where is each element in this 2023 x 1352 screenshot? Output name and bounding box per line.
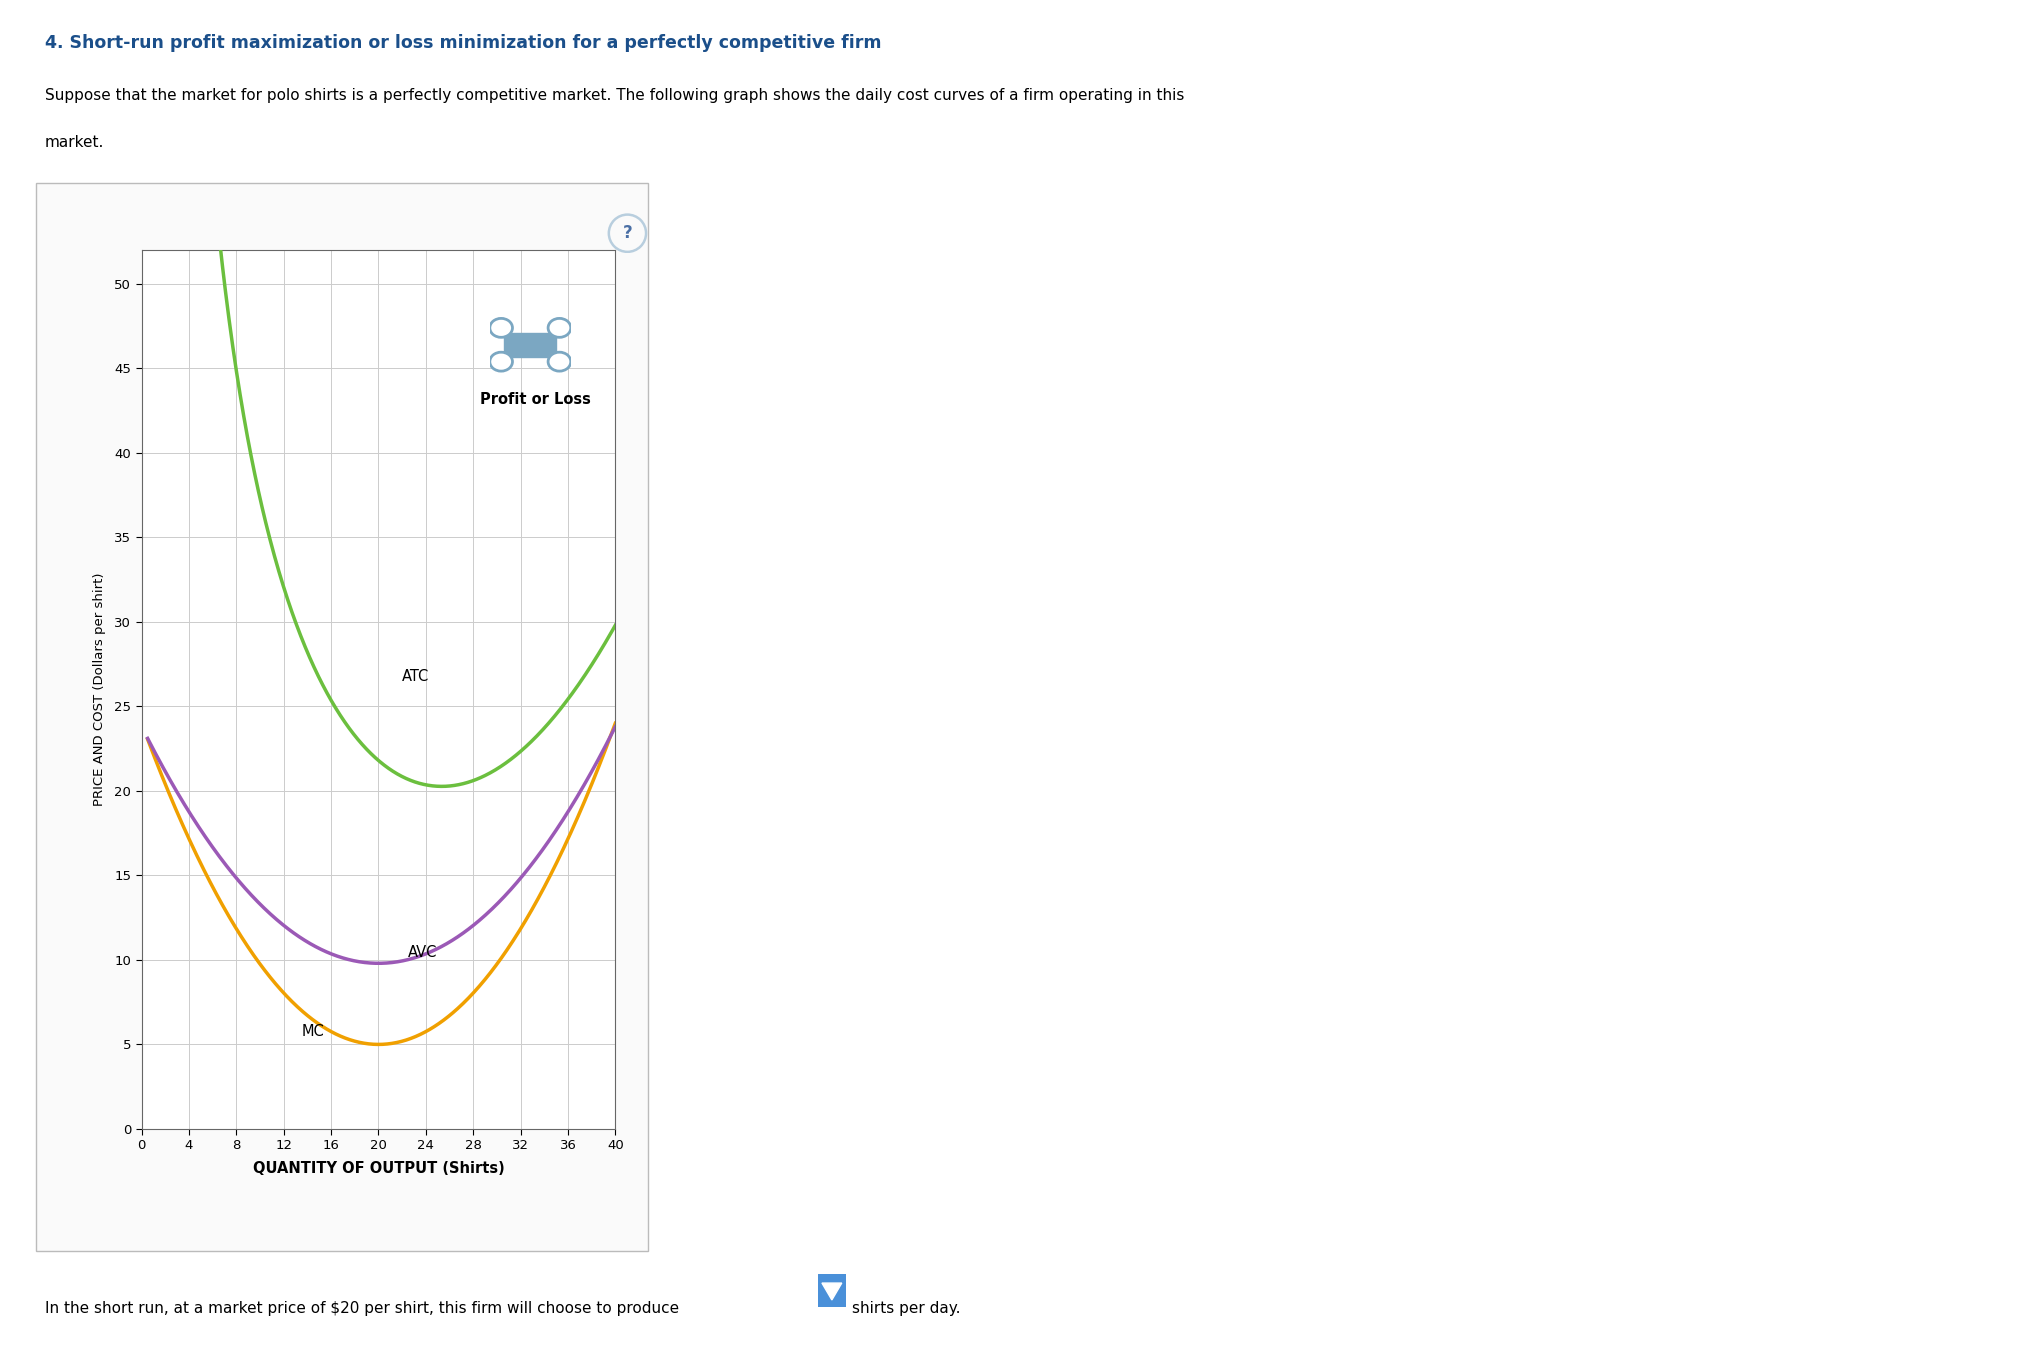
Polygon shape [821,1283,842,1301]
Text: Suppose that the market for polo shirts is a perfectly competitive market. The f: Suppose that the market for polo shirts … [45,88,1183,103]
Text: market.: market. [45,135,103,150]
Circle shape [490,353,512,372]
Circle shape [490,319,512,338]
Text: shirts per day.: shirts per day. [852,1301,961,1315]
Text: AVC: AVC [409,945,437,960]
Text: Profit or Loss: Profit or Loss [479,392,591,407]
Text: ?: ? [623,224,631,242]
X-axis label: QUANTITY OF OUTPUT (Shirts): QUANTITY OF OUTPUT (Shirts) [253,1160,504,1176]
Text: ATC: ATC [403,669,429,684]
Bar [504,333,556,357]
Text: In the short run, at a market price of $20 per shirt, this firm will choose to p: In the short run, at a market price of $… [45,1301,678,1315]
Y-axis label: PRICE AND COST (Dollars per shirt): PRICE AND COST (Dollars per shirt) [93,573,105,806]
Circle shape [548,353,570,372]
Text: 4. Short-run profit maximization or loss minimization for a perfectly competitiv: 4. Short-run profit maximization or loss… [45,34,880,51]
Circle shape [548,319,570,338]
Text: MC: MC [301,1023,324,1038]
